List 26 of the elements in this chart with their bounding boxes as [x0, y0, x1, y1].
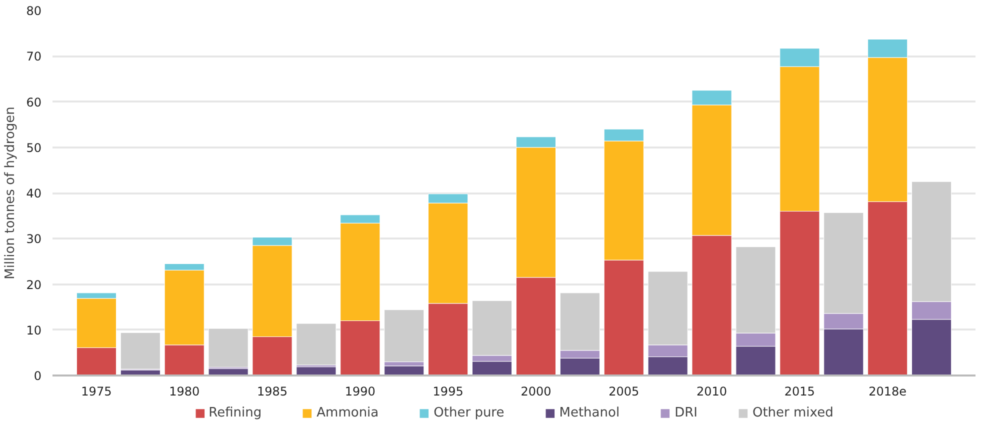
- x-tick-label: 1995: [432, 384, 464, 398]
- legend-label: Ammonia: [316, 406, 379, 420]
- y-tick-label: 30: [26, 232, 42, 246]
- legend-label: Refining: [208, 406, 262, 420]
- y-tick-label: 70: [26, 50, 42, 64]
- x-tick-label: 1975: [81, 384, 112, 398]
- x-tick-label: 1985: [256, 384, 288, 398]
- x-tick-label: 2005: [608, 384, 640, 398]
- x-tick-label: 2010: [696, 384, 728, 398]
- x-tick-label: 2015: [784, 384, 815, 398]
- legend-label: Methanol: [559, 406, 620, 420]
- y-tick-label: 10: [26, 323, 42, 338]
- y-tick-label: 50: [26, 140, 42, 155]
- y-tick-label: 0: [34, 369, 42, 383]
- y-tick-label: 40: [26, 186, 42, 200]
- y-tick-label: 80: [26, 4, 42, 18]
- legend-label: DRI: [674, 406, 698, 420]
- y-tick-label: 20: [26, 278, 42, 292]
- y-tick-label: 60: [26, 95, 42, 110]
- y-axis-title: Million tonnes of hydrogen: [3, 106, 18, 280]
- x-tick-label: 1980: [169, 384, 200, 398]
- x-tick-label: 2000: [520, 384, 552, 398]
- legend-label: Other pure: [434, 406, 504, 420]
- x-tick-label: 1990: [344, 384, 376, 398]
- legend-label: Other mixed: [752, 406, 834, 420]
- x-tick-label: 2018e: [868, 384, 907, 398]
